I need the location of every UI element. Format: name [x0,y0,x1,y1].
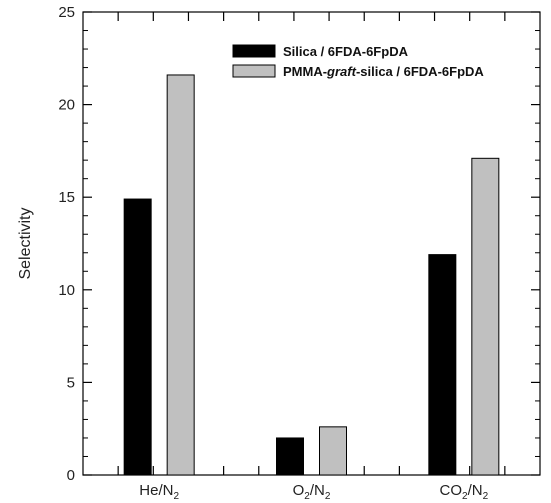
y-axis-title: Selectivity [17,207,34,279]
subscript: 2 [304,491,310,502]
bar-series-1-co2-n2 [428,254,457,476]
label-part: /N [310,482,325,499]
bar-series-2-he-n2 [166,74,195,476]
label-part: O [293,482,305,499]
y-tick-label: 5 [67,374,75,391]
y-axis-ticks: 0 5 10 15 20 25 [58,4,540,484]
legend-swatch-1 [232,44,276,58]
bar-series-1-he-n2 [123,198,152,476]
label-part: He/N [139,482,173,499]
x-tick-label: He/N2 [139,482,179,502]
label-part: CO [440,482,463,499]
bars [123,74,500,476]
x-tick-label: O2/N2 [293,482,331,502]
y-tick-label: 20 [58,97,75,114]
legend-label-2: PMMA-graft-silica / 6FDA-6FpDA [283,64,484,79]
subscript: 2 [483,491,489,502]
legend-label-part: -silica / 6FDA-6FpDA [356,64,484,79]
x-tick-label: CO2/N2 [440,482,489,502]
y-tick-label: 0 [67,467,75,484]
y-tick-label: 10 [58,282,75,299]
subscript: 2 [462,491,468,502]
legend-label-part: graft [326,64,357,79]
axes-frame [82,11,541,476]
legend-label-1: Silica / 6FDA-6FpDA [283,44,409,59]
x-tick-labels: He/N2 O2/N2 CO2/N2 [139,482,488,502]
subscript: 2 [173,491,179,502]
legend-swatch-2 [232,64,276,78]
legend: Silica / 6FDA-6FpDA PMMA-graft-silica / 6… [232,44,484,79]
y-tick-label: 15 [58,189,75,206]
bar-series-2-o2-n2 [319,426,347,476]
x-axis-ticks [117,12,506,475]
label-part: /N [468,482,483,499]
legend-label-part: PMMA- [283,64,327,79]
subscript: 2 [325,491,331,502]
bar-series-1-o2-n2 [276,437,304,476]
bar-series-2-co2-n2 [471,157,500,476]
y-tick-label: 25 [58,4,75,21]
plot-frame [82,11,541,476]
